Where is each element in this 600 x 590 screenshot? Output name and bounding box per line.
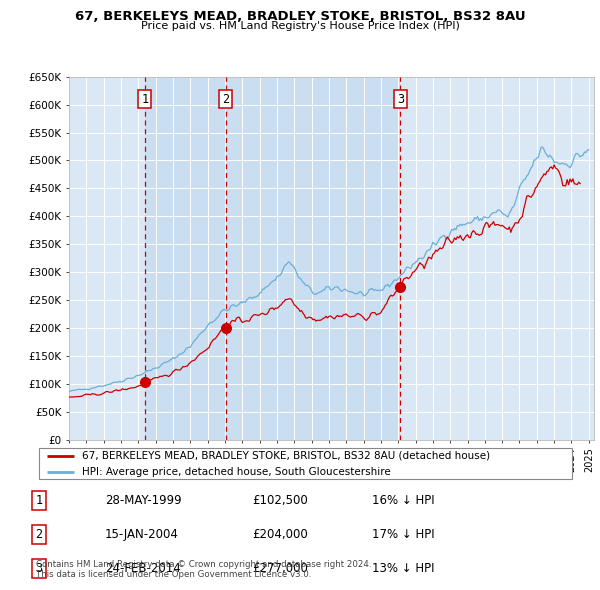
Text: 13% ↓ HPI: 13% ↓ HPI <box>372 562 434 575</box>
Text: 67, BERKELEYS MEAD, BRADLEY STOKE, BRISTOL, BS32 8AU (detached house): 67, BERKELEYS MEAD, BRADLEY STOKE, BRIST… <box>82 451 490 461</box>
Text: 16% ↓ HPI: 16% ↓ HPI <box>372 494 434 507</box>
Text: 1: 1 <box>142 93 148 106</box>
Text: £277,000: £277,000 <box>252 562 308 575</box>
Text: 2: 2 <box>222 93 229 106</box>
Text: 24-FEB-2014: 24-FEB-2014 <box>105 562 181 575</box>
Text: Contains HM Land Registry data © Crown copyright and database right 2024.
This d: Contains HM Land Registry data © Crown c… <box>36 560 371 579</box>
Text: 17% ↓ HPI: 17% ↓ HPI <box>372 529 434 542</box>
Text: 15-JAN-2004: 15-JAN-2004 <box>105 529 179 542</box>
Text: 1: 1 <box>35 494 43 507</box>
Bar <box>226 77 400 440</box>
Text: £102,500: £102,500 <box>252 494 308 507</box>
Text: 67, BERKELEYS MEAD, BRADLEY STOKE, BRISTOL, BS32 8AU: 67, BERKELEYS MEAD, BRADLEY STOKE, BRIST… <box>74 10 526 23</box>
Bar <box>145 77 226 440</box>
Text: HPI: Average price, detached house, South Gloucestershire: HPI: Average price, detached house, Sout… <box>82 467 391 477</box>
FancyBboxPatch shape <box>39 448 572 480</box>
Text: Price paid vs. HM Land Registry's House Price Index (HPI): Price paid vs. HM Land Registry's House … <box>140 21 460 31</box>
Text: 28-MAY-1999: 28-MAY-1999 <box>105 494 182 507</box>
Text: 2: 2 <box>35 529 43 542</box>
Text: 3: 3 <box>397 93 404 106</box>
Text: 3: 3 <box>35 562 43 575</box>
Text: £204,000: £204,000 <box>252 529 308 542</box>
